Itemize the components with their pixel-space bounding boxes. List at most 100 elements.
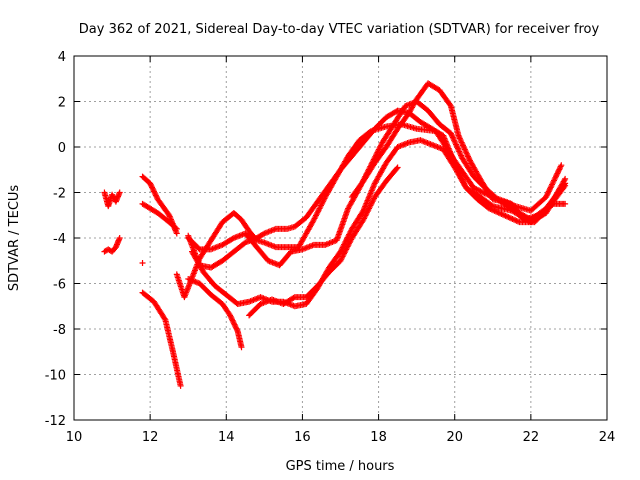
data-point bbox=[494, 209, 501, 216]
data-point bbox=[462, 147, 469, 154]
y-tick-label: -8 bbox=[53, 323, 66, 338]
data-point bbox=[515, 218, 522, 225]
series-segment-d bbox=[139, 200, 180, 232]
data-point bbox=[456, 135, 463, 142]
data-point bbox=[394, 164, 401, 171]
data-point bbox=[231, 321, 238, 328]
data-point bbox=[173, 225, 180, 232]
x-tick-label: 10 bbox=[66, 430, 83, 445]
data-point bbox=[139, 260, 146, 267]
x-tick-label: 24 bbox=[599, 430, 616, 445]
y-tick-label: -10 bbox=[45, 369, 66, 384]
data-point bbox=[454, 145, 461, 152]
y-tick-label: -12 bbox=[45, 414, 66, 429]
data-point bbox=[232, 324, 239, 331]
data-point bbox=[550, 178, 557, 185]
data-point bbox=[456, 149, 463, 156]
data-point bbox=[465, 153, 472, 160]
data-point bbox=[153, 193, 160, 200]
data-point bbox=[495, 209, 502, 216]
data-point bbox=[506, 214, 513, 221]
y-tick-label: 0 bbox=[58, 141, 66, 156]
y-tick-label: -4 bbox=[53, 232, 66, 247]
data-point bbox=[554, 170, 561, 177]
data-point bbox=[463, 150, 470, 157]
data-point bbox=[459, 140, 466, 147]
y-tick-label: 4 bbox=[58, 50, 66, 65]
data-point bbox=[549, 181, 556, 188]
data-point bbox=[161, 315, 168, 322]
data-point bbox=[545, 188, 552, 195]
data-point bbox=[152, 191, 159, 198]
data-point bbox=[457, 151, 464, 158]
data-point bbox=[466, 156, 473, 163]
data-point bbox=[508, 215, 515, 222]
data-point bbox=[449, 133, 456, 140]
data-point bbox=[461, 145, 468, 152]
data-point bbox=[545, 189, 552, 196]
data-point bbox=[149, 185, 156, 192]
data-point bbox=[551, 176, 558, 183]
data-point bbox=[148, 183, 155, 190]
data-point bbox=[555, 167, 562, 174]
data-point bbox=[116, 235, 123, 241]
data-point bbox=[172, 224, 179, 231]
data-point bbox=[543, 194, 550, 201]
y-axis-label: SDTVAR / TECUs bbox=[7, 185, 22, 292]
data-point bbox=[551, 177, 558, 184]
data-point bbox=[464, 152, 471, 159]
data-point bbox=[451, 137, 458, 144]
data-point bbox=[492, 208, 499, 215]
data-point bbox=[151, 189, 158, 196]
data-point bbox=[238, 344, 245, 351]
data-point bbox=[455, 132, 462, 139]
data-point bbox=[463, 149, 470, 156]
data-point bbox=[558, 162, 565, 169]
data-point bbox=[556, 166, 563, 173]
series-segment-j bbox=[189, 137, 569, 310]
data-point bbox=[230, 318, 237, 325]
data-point bbox=[547, 185, 554, 192]
series-segment-m bbox=[348, 80, 565, 214]
data-point bbox=[229, 235, 236, 242]
data-point bbox=[149, 184, 156, 191]
y-tick-label: -2 bbox=[53, 187, 66, 202]
data-point bbox=[458, 138, 465, 145]
data-point bbox=[543, 192, 550, 199]
data-point bbox=[458, 139, 465, 146]
data-point bbox=[562, 182, 569, 189]
data-point bbox=[230, 320, 237, 327]
data-point bbox=[457, 136, 464, 143]
data-point bbox=[509, 215, 516, 222]
data-point bbox=[227, 312, 234, 319]
data-point bbox=[290, 294, 297, 301]
data-point bbox=[465, 154, 472, 161]
data-point bbox=[513, 217, 520, 224]
x-tick-label: 16 bbox=[294, 430, 311, 445]
data-point bbox=[152, 192, 159, 199]
grid-lines bbox=[74, 56, 607, 420]
series-segment-k bbox=[185, 275, 245, 351]
data-point bbox=[450, 135, 457, 142]
data-point bbox=[502, 212, 509, 219]
data-point bbox=[456, 148, 463, 155]
data-point bbox=[451, 138, 458, 145]
data-point bbox=[260, 231, 267, 238]
data-point bbox=[555, 169, 562, 176]
data-point bbox=[456, 134, 463, 141]
x-tick-label: 22 bbox=[523, 430, 540, 445]
data-point bbox=[448, 131, 455, 138]
data-point bbox=[497, 210, 504, 217]
data-point bbox=[557, 163, 564, 170]
data-point bbox=[562, 200, 569, 207]
data-point bbox=[501, 212, 508, 219]
data-point bbox=[116, 189, 123, 196]
data-point bbox=[454, 144, 461, 151]
data-point bbox=[549, 180, 556, 187]
data-point bbox=[547, 184, 554, 191]
data-point bbox=[488, 206, 495, 213]
data-point bbox=[487, 206, 494, 213]
data-point bbox=[561, 183, 568, 190]
data-point bbox=[477, 188, 484, 195]
chart-title: Day 362 of 2021, Sidereal Day-to-day VTE… bbox=[79, 22, 600, 37]
